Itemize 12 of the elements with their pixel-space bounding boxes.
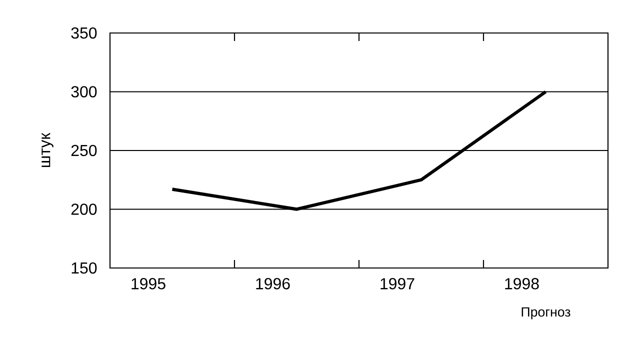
y-tick-label: 350: [71, 27, 97, 39]
x-tick-label: 1998: [505, 278, 539, 290]
y-tick-label: 300: [71, 86, 97, 98]
y-tick-label: 250: [71, 144, 97, 156]
x-tick-label: 1997: [380, 278, 414, 290]
y-tick-label: 150: [72, 262, 97, 274]
text: Прогноз: [522, 307, 570, 320]
line-series: [170, 90, 548, 211]
y-axis-title: штук: [42, 132, 54, 168]
x-tick-label: 1996: [256, 278, 290, 290]
y-tick-label: 200: [71, 204, 97, 215]
x-tick-label: 1995: [132, 278, 166, 290]
